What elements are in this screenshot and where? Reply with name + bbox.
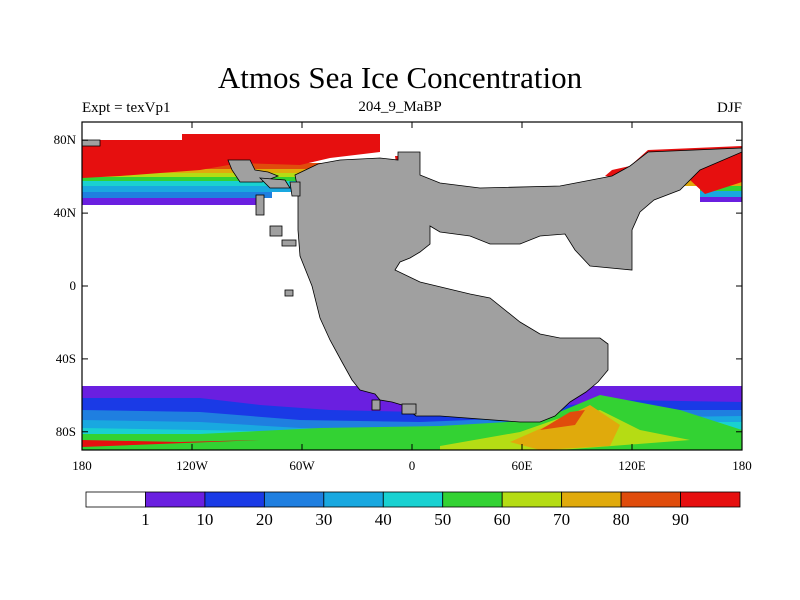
arctic-ice-west bbox=[82, 134, 380, 205]
colorbar-label: 1 bbox=[141, 510, 150, 529]
ice-band-80-south bbox=[540, 410, 585, 430]
island-small-4 bbox=[284, 289, 294, 297]
colorbar-box bbox=[204, 491, 265, 508]
continent-north-cap bbox=[82, 139, 101, 147]
island-small-8 bbox=[289, 181, 301, 197]
x-tick-label: 60W bbox=[289, 458, 315, 473]
colorbar: 1 10 20 30 40 50 60 70 80 90 bbox=[85, 491, 741, 529]
colorbar-box bbox=[85, 491, 146, 508]
colorbar-box bbox=[680, 491, 741, 508]
ice-band-30-east bbox=[700, 190, 742, 197]
map-field bbox=[82, 122, 742, 450]
period-label: 204_9_MaBP bbox=[358, 99, 442, 115]
plot-title: Atmos Sea Ice Concentration bbox=[217, 60, 583, 95]
season-label: DJF bbox=[716, 100, 742, 116]
ice-band-70 bbox=[82, 168, 317, 173]
colorbar-label: 40 bbox=[375, 510, 392, 529]
colorbar-label: 50 bbox=[434, 510, 451, 529]
ice-band-90 bbox=[82, 134, 380, 178]
ice-band-1-east bbox=[700, 196, 742, 202]
island-small-3 bbox=[281, 239, 297, 247]
island-small-7 bbox=[258, 177, 291, 189]
y-tick-label: 40S bbox=[56, 351, 76, 366]
colorbar-label: 60 bbox=[494, 510, 511, 529]
colorbar-box bbox=[561, 491, 622, 508]
island-small-1 bbox=[255, 194, 265, 216]
y-tick-label: 0 bbox=[70, 278, 77, 293]
colorbar-box bbox=[323, 491, 384, 508]
colorbar-label: 10 bbox=[196, 510, 213, 529]
x-tick-label: 180 bbox=[732, 458, 752, 473]
ice-band-70-south bbox=[510, 405, 620, 450]
colorbar-box bbox=[620, 491, 681, 508]
land-mask bbox=[82, 139, 742, 423]
y-tick-label: 80N bbox=[54, 132, 77, 147]
experiment-label: Expt = texVp1 bbox=[82, 100, 171, 116]
ice-band-90-south bbox=[82, 440, 260, 447]
x-tick-label: 0 bbox=[409, 458, 416, 473]
x-axis: 180 120W 60W 0 60E 120E 180 bbox=[72, 122, 752, 473]
y-tick-label: 80S bbox=[56, 424, 76, 439]
x-tick-label: 120E bbox=[618, 458, 646, 473]
colorbar-box bbox=[263, 491, 325, 508]
colorbar-box bbox=[442, 491, 503, 508]
ice-band-50 bbox=[82, 176, 307, 181]
ice-band-40 bbox=[82, 180, 302, 186]
colorbar-box bbox=[382, 491, 444, 508]
antarctic-ice bbox=[82, 386, 742, 450]
ice-band-30 bbox=[82, 185, 292, 192]
island-small-2 bbox=[269, 225, 283, 237]
x-tick-label: 180 bbox=[72, 458, 92, 473]
colorbar-label: 70 bbox=[553, 510, 570, 529]
x-tick-label: 60E bbox=[512, 458, 533, 473]
colorbar-label: 20 bbox=[256, 510, 273, 529]
island-greenland-arm bbox=[227, 159, 280, 183]
ice-band-1 bbox=[82, 196, 262, 205]
colorbar-label: 80 bbox=[613, 510, 630, 529]
colorbar-box bbox=[501, 491, 563, 508]
ice-band-20 bbox=[82, 190, 272, 198]
island-small-5 bbox=[371, 399, 381, 411]
colorbar-label: 90 bbox=[672, 510, 689, 529]
y-tick-label: 40N bbox=[54, 205, 77, 220]
y-axis: 80N 40N 0 40S 80S bbox=[54, 132, 742, 439]
ice-band-60 bbox=[82, 172, 312, 177]
colorbar-box bbox=[145, 491, 206, 508]
colorbar-label: 30 bbox=[315, 510, 332, 529]
island-small-6 bbox=[401, 403, 417, 415]
x-tick-label: 120W bbox=[176, 458, 209, 473]
